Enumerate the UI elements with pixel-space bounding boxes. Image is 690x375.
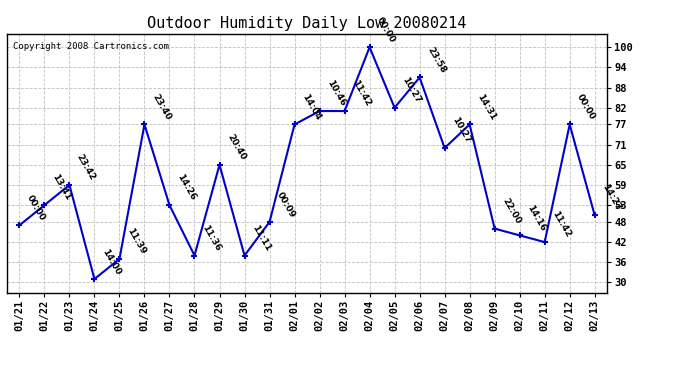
Title: Outdoor Humidity Daily Low 20080214: Outdoor Humidity Daily Low 20080214 [148, 16, 466, 31]
Text: 23:58: 23:58 [425, 45, 447, 75]
Text: 22:00: 22:00 [500, 197, 522, 226]
Text: 11:42: 11:42 [350, 79, 373, 108]
Text: 14:26: 14:26 [175, 173, 197, 202]
Text: 14:00: 14:00 [100, 247, 122, 276]
Text: 00:00: 00:00 [375, 15, 397, 44]
Text: 14:16: 14:16 [525, 203, 547, 232]
Text: 11:39: 11:39 [125, 227, 147, 256]
Text: 11:11: 11:11 [250, 224, 272, 253]
Text: 00:00: 00:00 [575, 93, 597, 122]
Text: Copyright 2008 Cartronics.com: Copyright 2008 Cartronics.com [13, 42, 169, 51]
Text: 11:42: 11:42 [550, 210, 573, 239]
Text: 00:00: 00:00 [25, 194, 47, 222]
Text: 10:27: 10:27 [400, 76, 422, 105]
Text: 11:36: 11:36 [200, 224, 222, 253]
Text: 13:41: 13:41 [50, 173, 72, 202]
Text: 14:27: 14:27 [600, 183, 622, 212]
Text: 23:42: 23:42 [75, 153, 97, 182]
Text: 00:09: 00:09 [275, 190, 297, 219]
Text: 14:31: 14:31 [475, 92, 497, 122]
Text: 23:40: 23:40 [150, 92, 172, 122]
Text: 10:46: 10:46 [325, 79, 347, 108]
Text: 14:04: 14:04 [300, 92, 322, 122]
Text: 10:27: 10:27 [450, 116, 472, 145]
Text: 20:40: 20:40 [225, 133, 247, 162]
